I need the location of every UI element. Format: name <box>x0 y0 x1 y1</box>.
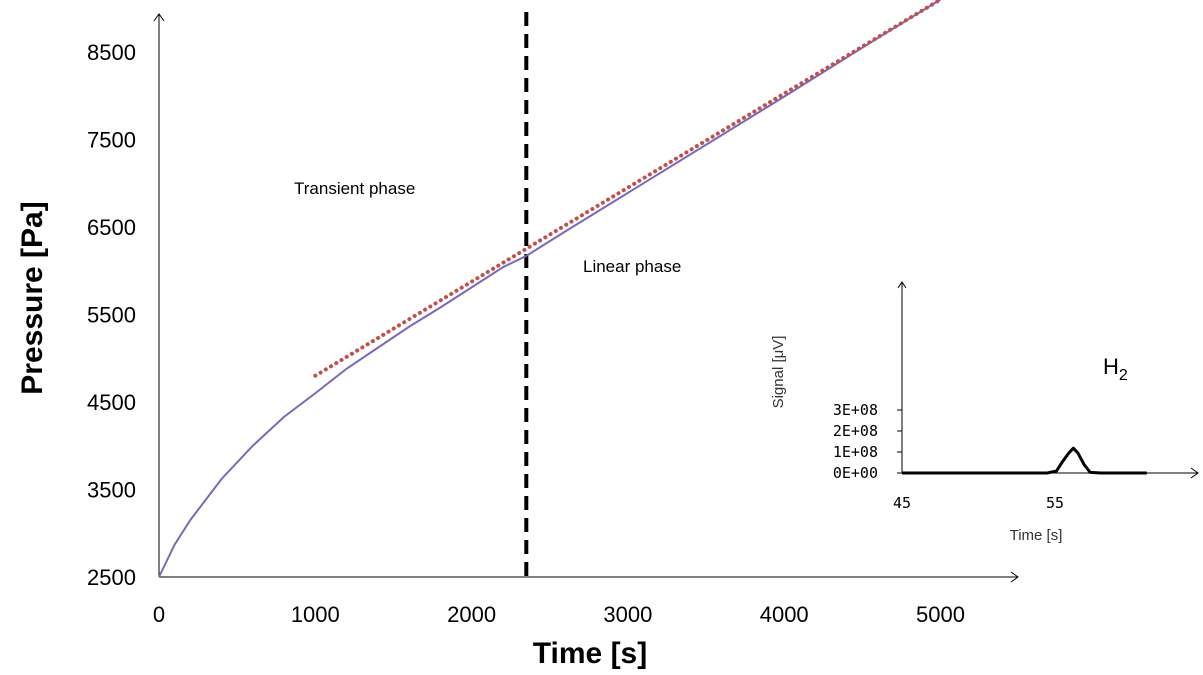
inset-y-axis-title: Signal [μV] <box>770 336 787 409</box>
inset-y-tick-label: 2E+08 <box>833 422 878 440</box>
inset-x-axis-arrow <box>1190 467 1199 479</box>
inset-x-tick-label: 45 <box>893 494 911 512</box>
x-tick-label: 3000 <box>603 602 652 627</box>
inset-y-axis-arrow <box>897 281 907 289</box>
x-axis-arrow <box>1010 571 1019 583</box>
linear-fit-line <box>313 0 943 378</box>
inset-x-axis-title: Time [s] <box>1010 527 1063 544</box>
x-tick-label: 0 <box>153 602 165 627</box>
y-axis-arrow <box>153 13 165 22</box>
y-tick-label: 7500 <box>87 128 136 153</box>
y-tick-label: 6500 <box>87 215 136 240</box>
y-tick-labels: 2500 3500 4500 5500 6500 7500 8500 <box>87 40 136 590</box>
x-tick-label: 1000 <box>291 602 340 627</box>
y-tick-label: 5500 <box>87 303 136 328</box>
inset-y-tick-label: 3E+08 <box>833 401 878 419</box>
inset-y-tick-label: 1E+08 <box>833 443 878 461</box>
inset-y-tick-labels: 0E+00 1E+08 2E+08 3E+08 <box>833 401 902 482</box>
inset-series-layer <box>902 446 1147 475</box>
y-tick-label: 8500 <box>87 40 136 65</box>
y-tick-label: 3500 <box>87 478 136 503</box>
inset-peak-label: H2 <box>1103 354 1128 384</box>
inset-x-tick-label: 55 <box>1046 494 1064 512</box>
annotation-transient-phase: Transient phase <box>294 179 415 198</box>
y-tick-label: 4500 <box>87 390 136 415</box>
peak-label-main: H <box>1103 354 1119 379</box>
inset-y-tick-label: 0E+00 <box>833 464 878 482</box>
x-tick-labels: 0 1000 2000 3000 4000 5000 <box>153 602 965 627</box>
x-axis-title: Time [s] <box>533 637 647 670</box>
inset-x-tick-labels: 45 55 <box>893 494 1064 512</box>
annotation-linear-phase: Linear phase <box>583 257 681 276</box>
x-tick-label: 4000 <box>760 602 809 627</box>
inset-chart: 0E+00 1E+08 2E+08 3E+08 45 55 Time [s] Signa… <box>770 281 1199 544</box>
y-tick-label: 2500 <box>87 565 136 590</box>
inset-signal-peak <box>902 446 1147 475</box>
x-tick-label: 2000 <box>447 602 496 627</box>
pressure-curve <box>158 0 942 578</box>
main-series-layer <box>158 0 943 578</box>
y-axis-title: Pressure [Pa] <box>16 201 49 394</box>
peak-label-subscript: 2 <box>1119 367 1128 384</box>
x-tick-label: 5000 <box>916 602 965 627</box>
